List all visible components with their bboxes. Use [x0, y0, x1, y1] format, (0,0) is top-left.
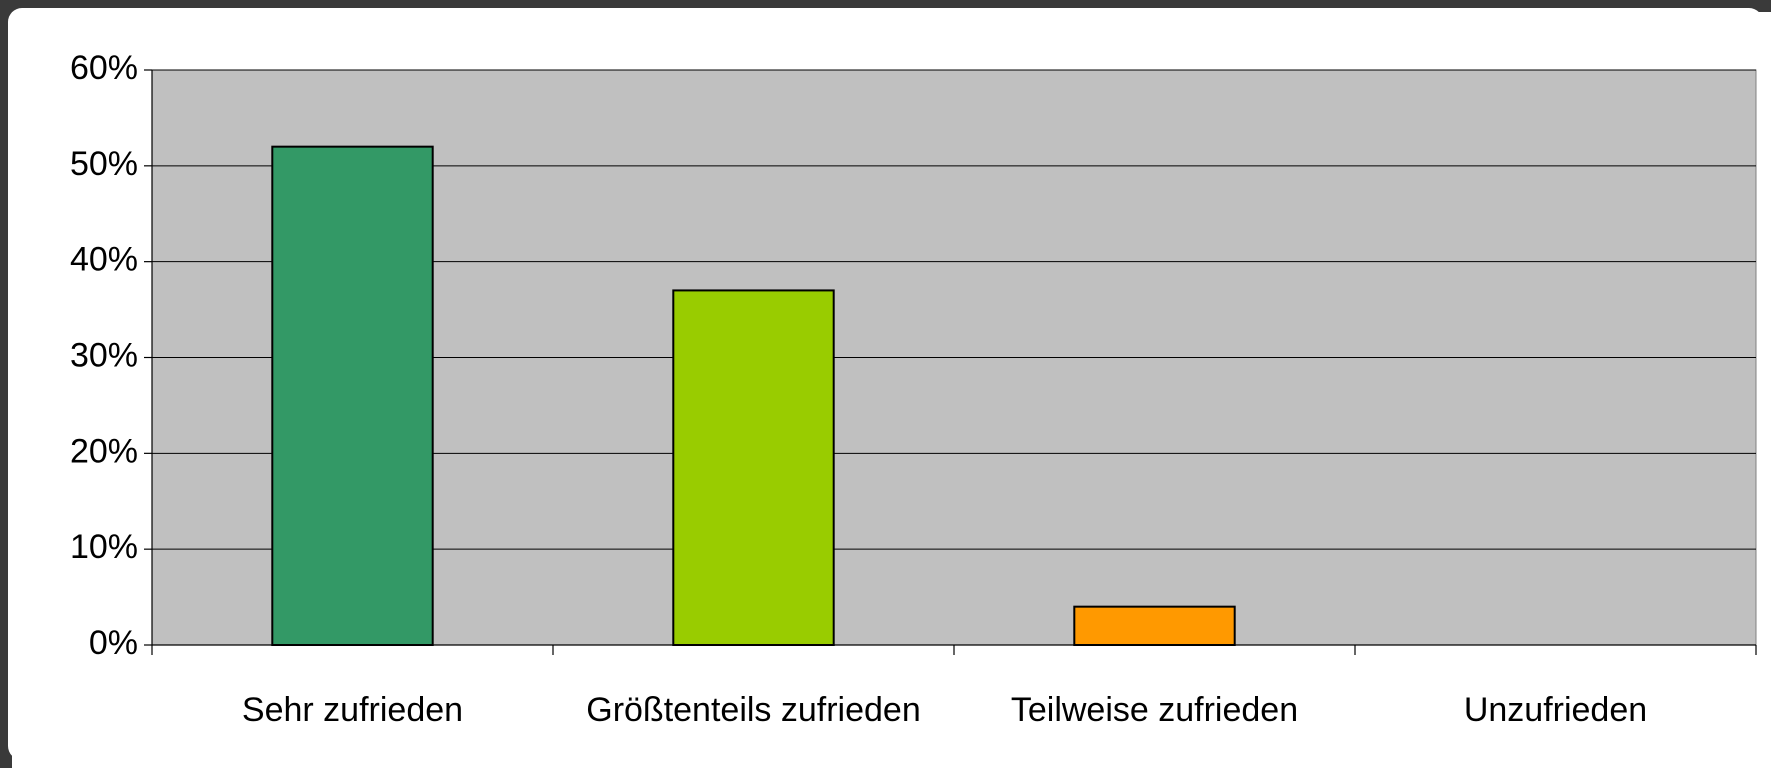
chart: 0% 10% 20% 30% 40% 50% 60% Sehr zufrieden Größte… [0, 0, 1771, 768]
y-tick-label: 60% [70, 49, 138, 87]
y-tick-label: 10% [70, 528, 138, 566]
y-tick-label: 40% [70, 241, 138, 279]
bar [673, 290, 833, 645]
x-tick-label: Teilweise zufrieden [1011, 691, 1298, 729]
y-tick-label: 0% [89, 624, 138, 662]
x-tick-label: Unzufrieden [1464, 691, 1647, 729]
x-tick-label: Sehr zufrieden [242, 691, 463, 729]
y-tick-label: 30% [70, 336, 138, 374]
bar [1074, 607, 1234, 645]
bar [272, 147, 432, 645]
x-tick-label: Größtenteils zufrieden [586, 691, 921, 729]
y-tick-label: 50% [70, 145, 138, 183]
page: 0% 10% 20% 30% 40% 50% 60% Sehr zufrieden Größte… [0, 0, 1771, 768]
y-tick-label: 20% [70, 432, 138, 470]
